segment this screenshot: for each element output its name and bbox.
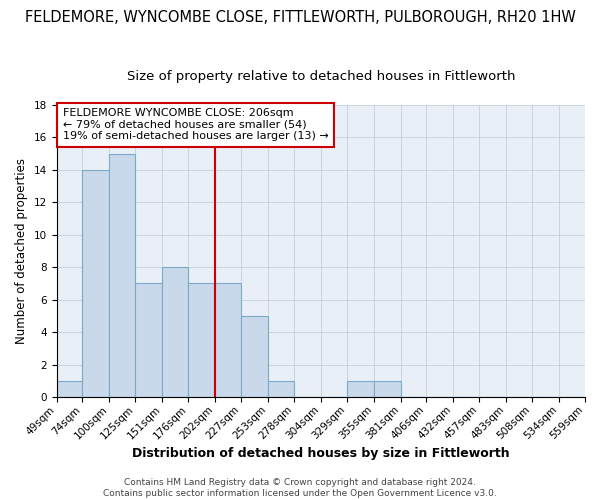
- Bar: [56, 380, 82, 397]
- Bar: [241, 316, 268, 397]
- Bar: [109, 154, 135, 397]
- Text: FELDEMORE WYNCOMBE CLOSE: 206sqm
← 79% of detached houses are smaller (54)
19% o: FELDEMORE WYNCOMBE CLOSE: 206sqm ← 79% o…: [63, 108, 328, 142]
- Text: FELDEMORE, WYNCOMBE CLOSE, FITTLEWORTH, PULBOROUGH, RH20 1HW: FELDEMORE, WYNCOMBE CLOSE, FITTLEWORTH, …: [25, 10, 575, 25]
- Bar: [162, 267, 188, 397]
- Bar: [82, 170, 109, 397]
- Bar: [374, 380, 401, 397]
- Bar: [135, 284, 162, 397]
- Bar: [268, 380, 294, 397]
- Title: Size of property relative to detached houses in Fittleworth: Size of property relative to detached ho…: [127, 70, 515, 83]
- Bar: [215, 284, 241, 397]
- Text: Contains HM Land Registry data © Crown copyright and database right 2024.
Contai: Contains HM Land Registry data © Crown c…: [103, 478, 497, 498]
- X-axis label: Distribution of detached houses by size in Fittleworth: Distribution of detached houses by size …: [132, 447, 509, 460]
- Bar: [188, 284, 215, 397]
- Bar: [347, 380, 374, 397]
- Y-axis label: Number of detached properties: Number of detached properties: [15, 158, 28, 344]
